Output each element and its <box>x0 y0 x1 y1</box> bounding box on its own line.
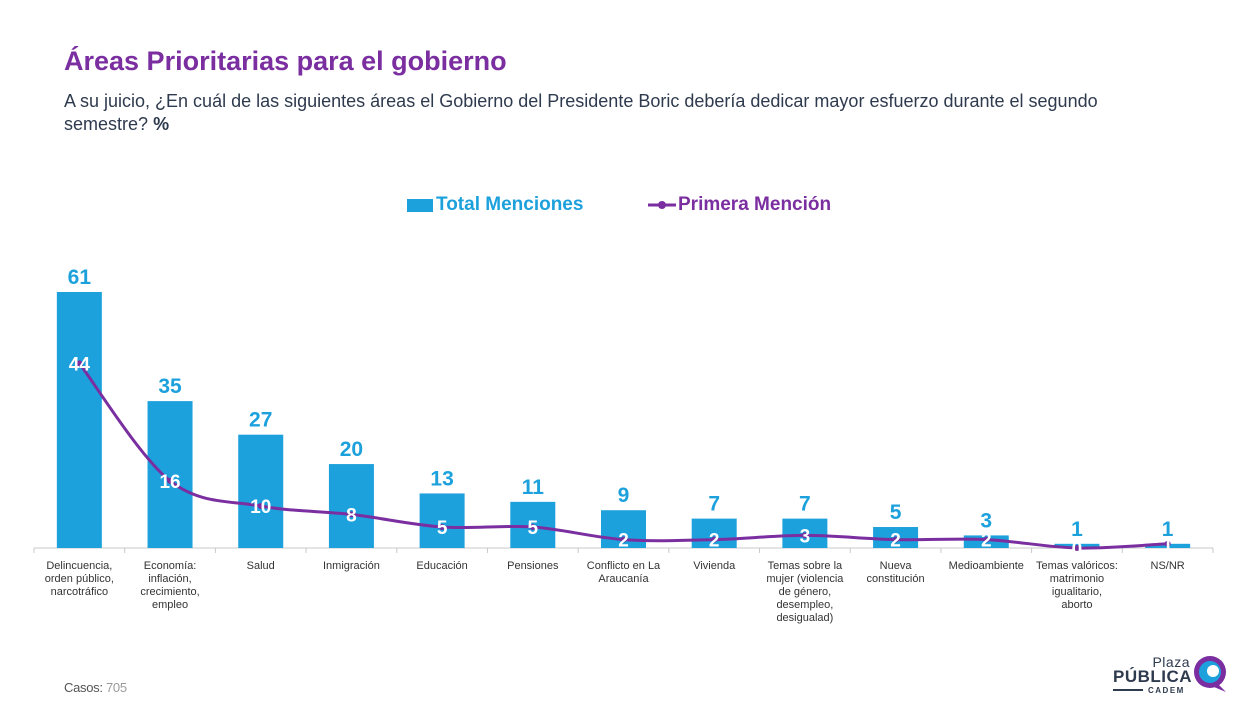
legend-item-first: Primera Mención <box>648 194 831 216</box>
line-point-primera-mencion <box>892 536 899 543</box>
line-point-primera-mencion <box>348 511 355 518</box>
bar-value-label: 27 <box>249 409 272 432</box>
category-label: Conflicto en La Araucanía <box>587 560 661 585</box>
bar-value-label: 20 <box>340 438 363 461</box>
logo-publica: PÚBLICA <box>1113 667 1193 686</box>
category-label: Temas valóricos: matrimonio igualitario, ab… <box>1036 560 1118 611</box>
line-value-label: 3 <box>800 526 811 547</box>
chart-legend: Total Menciones Primera Mención <box>0 194 1252 218</box>
line-value-label: 44 <box>69 354 91 375</box>
category-label: Inmigración <box>323 560 380 572</box>
line-point-primera-mencion <box>439 524 446 531</box>
bar-value-label: 9 <box>618 484 630 507</box>
line-value-label: 5 <box>528 518 539 539</box>
category-label: Pensiones <box>507 560 559 572</box>
line-point-primera-mencion <box>167 477 174 484</box>
bar-value-label: 3 <box>980 509 992 532</box>
line-point-primera-mencion <box>257 503 264 510</box>
line-value-label: 0 <box>1072 539 1083 560</box>
subtitle-question: A su juicio, ¿En cuál de las siguientes … <box>64 91 1098 134</box>
category-label: Educación <box>416 560 467 572</box>
bar-total-menciones <box>691 518 737 548</box>
casos-note: Casos: 705 <box>64 680 127 695</box>
category-label: Nueva constitución <box>867 560 925 585</box>
line-point-primera-mencion <box>1164 540 1171 547</box>
legend-bar-swatch <box>407 198 433 212</box>
line-value-label: 1 <box>1162 535 1173 556</box>
chart-subtitle: A su juicio, ¿En cuál de las siguientes … <box>64 90 1174 136</box>
category-label: Salud <box>247 560 275 572</box>
plaza-publica-logo: Plaza PÚBLICA CADEM <box>1110 654 1230 695</box>
category-label: NS/NR <box>1151 560 1185 572</box>
category-label: Medioambiente <box>949 560 1024 572</box>
line-value-label: 2 <box>709 531 720 552</box>
bar-value-label: 13 <box>430 467 453 490</box>
line-point-primera-mencion <box>983 536 990 543</box>
category-label: Economía: inflación, crecimiento, empleo <box>140 560 199 611</box>
category-label: Temas sobre la mujer (violencia de género,… <box>766 560 844 624</box>
line-value-label: 2 <box>981 531 992 552</box>
subtitle-unit: % <box>153 114 170 134</box>
bar-value-label: 1 <box>1162 518 1174 541</box>
bar-total-menciones <box>419 493 465 548</box>
bar-total-menciones <box>238 434 284 548</box>
bar-value-label: 61 <box>68 266 92 289</box>
category-label: Vivienda <box>693 560 736 572</box>
legend-line-swatch <box>648 201 676 209</box>
logo-speech-bubble-icon <box>1194 656 1226 692</box>
logo-cadem: CADEM <box>1148 686 1185 695</box>
page-title: Áreas Prioritarias para el gobierno <box>64 46 507 76</box>
casos-label: Casos <box>64 680 100 695</box>
line-point-primera-mencion <box>801 532 808 539</box>
bar-value-label: 35 <box>158 375 182 398</box>
casos-value: 705 <box>105 680 127 695</box>
bar-value-label: 1 <box>1071 518 1083 541</box>
bar-value-label: 5 <box>890 501 902 524</box>
bar-value-label: 7 <box>799 493 811 516</box>
line-value-label: 5 <box>437 518 448 539</box>
line-point-primera-mencion <box>1073 545 1080 551</box>
line-value-label: 10 <box>250 497 271 518</box>
bar-total-menciones <box>328 464 374 548</box>
line-value-label: 8 <box>346 505 357 526</box>
legend-total-label: Total Menciones <box>436 194 584 215</box>
bar-total-menciones <box>147 401 193 548</box>
legend-first-label: Primera Mención <box>678 194 832 215</box>
line-value-label: 2 <box>890 531 901 552</box>
line-point-primera-mencion <box>711 536 718 543</box>
line-point-primera-mencion <box>76 360 83 367</box>
logo-plaza: Plaza <box>1152 654 1190 670</box>
legend-item-total: Total Menciones <box>407 194 583 216</box>
line-point-primera-mencion <box>620 536 627 543</box>
logo-underline <box>1113 689 1143 691</box>
category-label: Delincuencia, orden público, narcotráfico <box>45 560 114 598</box>
line-point-primera-mencion <box>529 524 536 531</box>
bar-value-label: 7 <box>708 493 720 516</box>
line-value-label: 16 <box>159 472 180 493</box>
bar-total-menciones <box>56 292 102 548</box>
bar-value-label: 11 <box>522 476 545 499</box>
line-value-label: 2 <box>618 531 629 552</box>
